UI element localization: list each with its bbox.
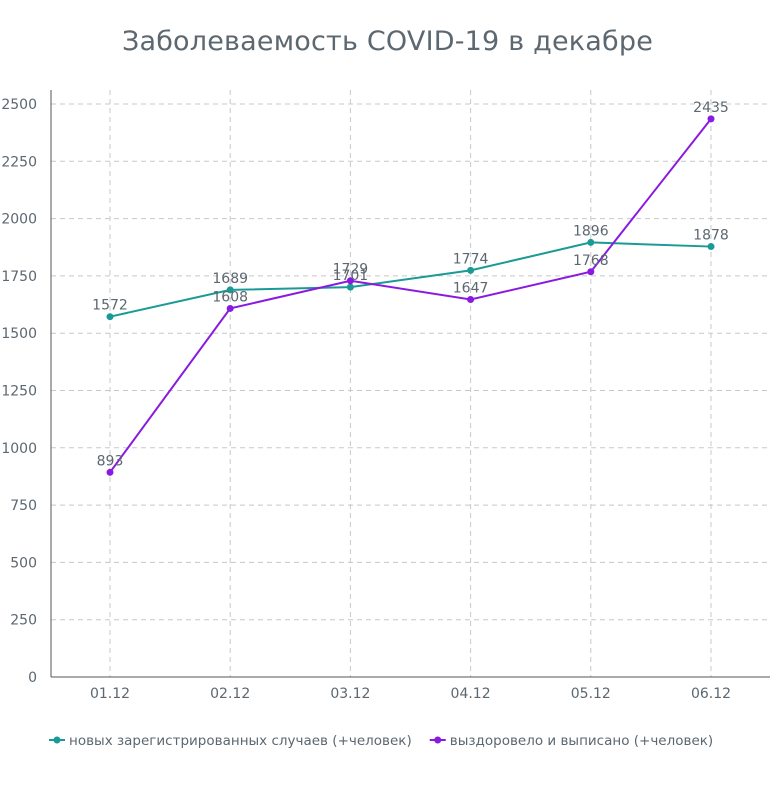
data-point [587,238,595,246]
x-tick-label: 04.12 [451,686,491,702]
x-tick-label: 02.12 [210,686,250,702]
legend-swatch-marker [434,736,442,744]
legend-label: выздоровело и выписано (+человек) [450,733,713,749]
data-point [707,115,715,123]
y-tick-label: 2000 [1,212,37,228]
y-tick-label: 750 [10,498,37,514]
data-point [346,277,354,285]
series-line-2 [109,118,712,473]
x-tick-label: 05.12 [571,686,611,702]
data-label: 1729 [333,262,369,278]
data-label: 1689 [212,271,248,287]
data-point [346,283,354,291]
y-tick-label: 2500 [1,97,37,113]
y-tick-label: 1500 [1,326,37,342]
data-label: 1701 [333,268,369,284]
data-label: 1774 [453,251,489,267]
data-label: 1608 [212,289,248,305]
data-point [226,304,234,312]
y-tick-label: 1250 [1,384,37,400]
x-tick-label: 03.12 [330,686,370,702]
y-tick-label: 250 [10,613,37,629]
y-tick-label: 1750 [1,269,37,285]
data-label: 1768 [573,253,609,269]
legend: новых зарегистрированных случаев (+челов… [49,733,713,749]
y-tick-label: 2250 [1,154,37,170]
chart-title: Заболеваемость COVID-19 в декабре [121,26,654,57]
data-point [226,286,234,294]
data-label-layer: 1572 1689 1701 1774 1896 1878 893 1608 1729 1647 1… [92,100,729,469]
series-line-1 [109,241,712,318]
data-point [467,296,475,304]
y-tick-label: 500 [10,555,37,571]
data-point [467,266,475,274]
data-label: 1572 [92,298,128,314]
legend-label: новых зарегистрированных случаев (+челов… [69,733,412,749]
data-label: 893 [97,453,124,469]
legend-swatch-marker [53,736,61,744]
data-label: 1896 [573,223,609,239]
data-point [106,468,114,476]
x-tick-label: 01.12 [90,686,130,702]
series-layer [106,115,715,476]
x-tick-label: 06.12 [691,686,731,702]
data-point [106,313,114,321]
data-label: 2435 [693,100,729,116]
y-tick-label: 1000 [1,441,37,457]
axis-layer: 0 250 500 750 1000 1250 1500 1750 2000 2250 2500 01… [1,90,770,702]
data-label: 1878 [693,228,729,244]
grid-layer [51,90,770,677]
data-point [707,243,715,251]
data-point [587,268,595,276]
data-label: 1647 [453,281,489,297]
y-tick-label: 0 [28,670,37,686]
